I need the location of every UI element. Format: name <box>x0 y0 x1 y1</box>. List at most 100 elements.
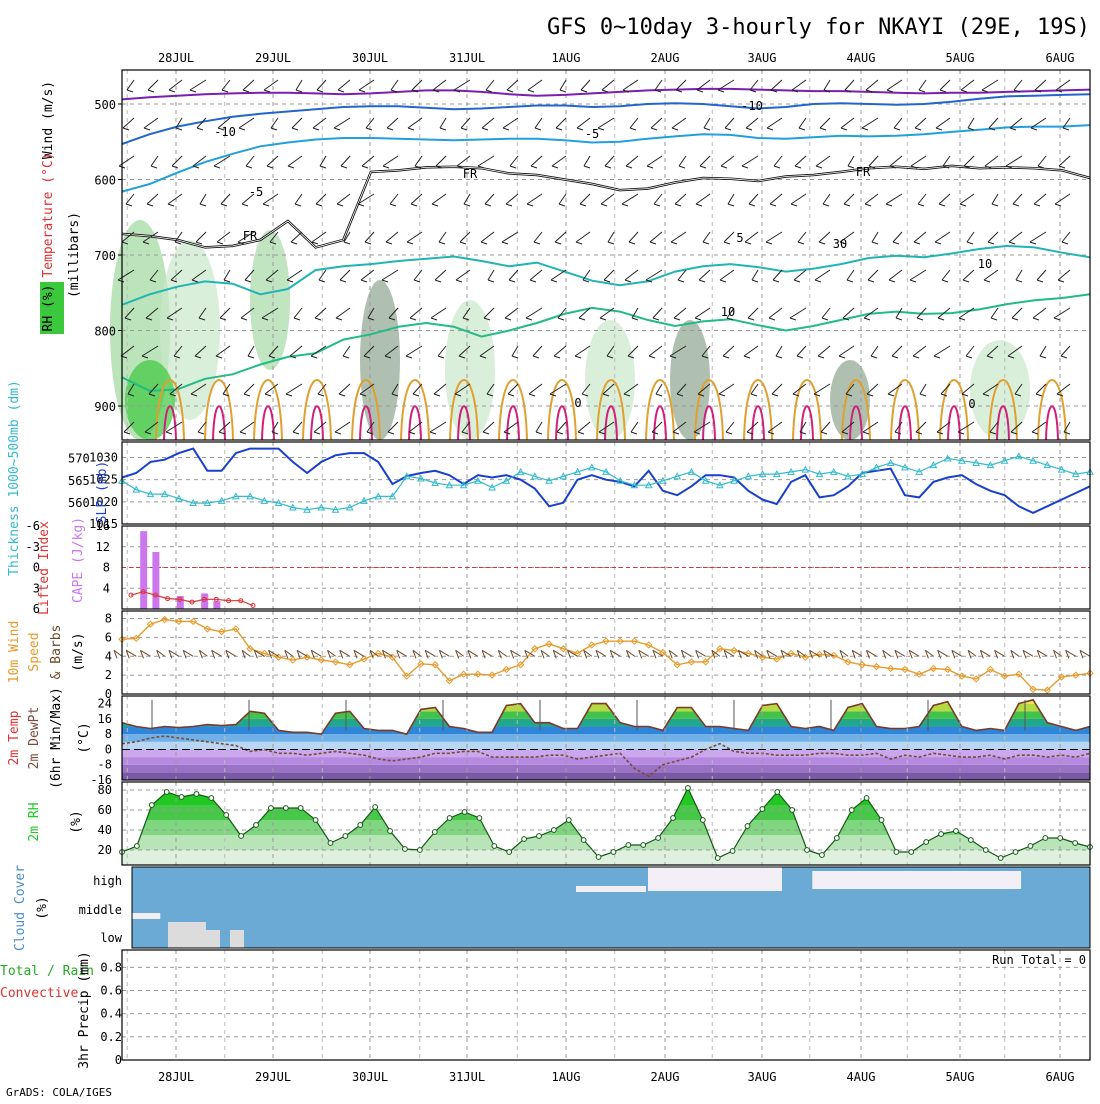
wind-barb <box>1062 117 1071 129</box>
date-label-top: 6AUG <box>1046 51 1075 65</box>
wind-barb <box>480 231 495 243</box>
wind-barb-flag <box>1039 355 1047 359</box>
wind-barb <box>505 193 519 205</box>
wind-barb-flag <box>599 317 607 321</box>
ylabel-minmax: (6hr Min/Max) <box>49 687 64 789</box>
wind-barb <box>631 307 639 319</box>
rh-point <box>997 855 1004 861</box>
thickness-tick: 565 <box>68 474 90 488</box>
wind-barb <box>935 117 951 129</box>
wind-speed-point <box>559 645 568 653</box>
wind-barb-10m-flag <box>268 650 273 659</box>
wind-barb <box>843 193 855 205</box>
wind-speed-point <box>331 658 340 666</box>
wind-barb-flag <box>270 127 278 131</box>
rh-point <box>982 847 989 853</box>
rh-point <box>238 833 245 839</box>
wind-barb-10m <box>540 649 550 657</box>
wind-barb <box>581 383 591 395</box>
wind-barb <box>862 421 879 433</box>
thickness-tick: 570 <box>68 451 90 465</box>
rh-point <box>685 785 691 791</box>
wind-barb-10m-flag <box>327 650 331 659</box>
wind-barb-flag <box>381 279 389 283</box>
wind-barb <box>337 79 351 91</box>
wind-barb <box>121 231 135 243</box>
wind-barb-flag <box>407 127 415 131</box>
cape-bar <box>213 601 221 609</box>
wind-speed-point <box>531 645 539 653</box>
thickness-point <box>1057 465 1066 473</box>
contour-20 <box>898 405 912 441</box>
thickness-point <box>232 492 240 500</box>
thickness-point <box>858 470 867 478</box>
wind-barb-10m <box>994 649 1005 657</box>
wind-barb <box>865 79 879 91</box>
rh-point <box>1072 840 1079 846</box>
wind-barb-10m <box>327 649 336 657</box>
wind-barb-10m-flag <box>882 650 887 659</box>
wind-barb-flag <box>486 393 494 397</box>
slp-line <box>121 447 1091 515</box>
wind-speed-point <box>972 675 980 683</box>
wind-barb <box>813 383 831 395</box>
wind-barb-flag <box>122 127 130 131</box>
cape-tick: 8 <box>103 561 110 575</box>
contour-label: FR <box>463 167 478 181</box>
wind-barb-flag <box>222 393 230 397</box>
wind-barb <box>123 421 135 433</box>
wind-barb-flag <box>125 203 133 207</box>
lifted-point <box>226 598 232 604</box>
thickness-point <box>545 476 553 484</box>
thickness-point <box>929 461 938 469</box>
wind-barb <box>678 155 687 167</box>
wind-speed-point <box>588 641 596 649</box>
wind-barb-flag <box>144 431 152 435</box>
lifted-tick: 6 <box>33 602 40 616</box>
wind-barb <box>893 117 903 129</box>
wind-barb <box>391 383 399 395</box>
wind-barb-flag <box>504 317 512 321</box>
wind-barb-flag <box>888 279 896 283</box>
rh-point <box>402 846 408 852</box>
wind-barb <box>937 307 951 319</box>
rh-point <box>297 805 304 811</box>
wind-barb <box>598 421 615 433</box>
wind-barb-flag <box>265 279 273 283</box>
lifted-point <box>238 598 244 604</box>
wind-barb-flag <box>772 279 780 283</box>
temp-tick: -8 <box>98 758 112 772</box>
wind-barb <box>818 231 831 243</box>
wind-barb-flag <box>885 203 893 207</box>
wind-barb <box>648 345 663 357</box>
wind-speed-point <box>1029 685 1037 693</box>
wind-barb-flag <box>695 203 703 207</box>
wind-speed-point <box>232 625 240 633</box>
thickness-point <box>829 467 838 475</box>
wind-barb-10m <box>839 649 849 657</box>
wind-barb <box>1033 193 1047 205</box>
ylabel-barbs: & Barbs <box>49 625 64 680</box>
thickness-point <box>872 463 881 471</box>
wind-barb-10m-flag <box>924 650 929 659</box>
wind-barb <box>528 383 543 395</box>
wind-barb-flag <box>574 355 582 359</box>
wind-barb <box>697 383 711 395</box>
ylabel-thickness: Thickness 1000~500mb (dm) <box>7 380 22 576</box>
wind-barb-flag <box>722 355 730 359</box>
wind-barb <box>243 383 255 395</box>
rh-point <box>387 828 393 834</box>
rh-point <box>610 849 617 855</box>
contour-20 <box>996 405 1010 441</box>
thickness-point <box>303 505 311 513</box>
wind-barb-flag <box>387 431 395 435</box>
contour-label: -5 <box>585 127 599 141</box>
wind-barb <box>454 383 471 395</box>
wind-barb-flag <box>391 393 399 397</box>
wind-barb-flag <box>841 431 849 435</box>
wind-barb <box>847 155 855 167</box>
wind-barb-10m-flag <box>396 650 401 659</box>
wind-barb <box>430 307 447 319</box>
rh-point <box>953 828 959 834</box>
